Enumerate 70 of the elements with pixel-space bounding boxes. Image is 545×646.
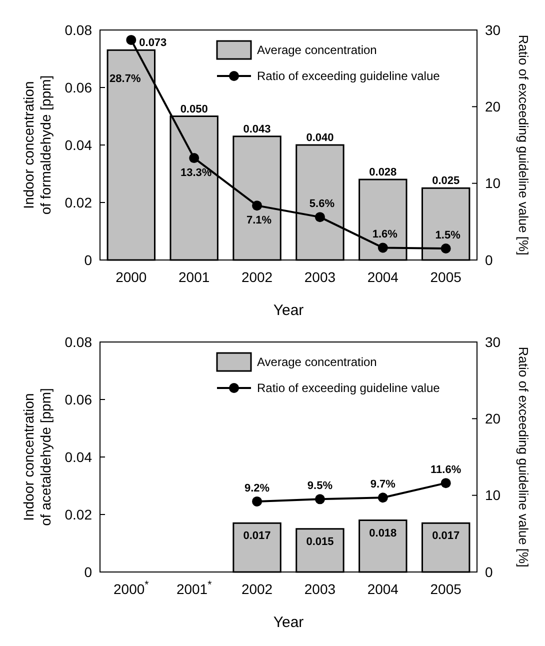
legend-label: Average concentration xyxy=(257,43,377,58)
x-tick-label: 2000$^{*}$ xyxy=(114,579,149,597)
point xyxy=(126,34,136,45)
data-label: 0.017 xyxy=(432,530,460,542)
y-axis-title: Indoor concentration of acetaldehyde [ppm] xyxy=(20,388,54,526)
x-tick-label: 2002 xyxy=(241,581,273,597)
x-tick-label: 2004 xyxy=(367,581,399,597)
y2-tick-label: 0 xyxy=(485,564,493,580)
data-label: 1.6% xyxy=(372,228,398,241)
legend-label: Ratio of exceeding guideline value xyxy=(257,69,440,84)
y-tick-label: 0.04 xyxy=(64,136,92,153)
y2-tick-label: 30 xyxy=(485,334,501,350)
x-tick-label: 2001 xyxy=(178,269,210,285)
y2-axis-title: Ratio of exceeding guideline value [%] xyxy=(516,346,531,568)
y2-tick-label: 20 xyxy=(485,98,501,115)
x-tick-label: 2002 xyxy=(241,269,273,285)
data-label: 0.073 xyxy=(139,37,167,50)
point xyxy=(189,153,200,164)
data-label: 11.6% xyxy=(430,464,462,476)
y-tick-label: 0.06 xyxy=(64,391,92,408)
data-label: 13.3% xyxy=(180,167,212,180)
y-tick-label: 0 xyxy=(84,252,92,268)
y-tick-label: 0.06 xyxy=(64,79,92,96)
y-tick-label: 0.02 xyxy=(64,194,92,210)
data-label: 0.025 xyxy=(432,175,460,188)
y-tick-label: 0.02 xyxy=(64,506,92,522)
y2-axis-title: Ratio of exceeding guideline value [%] xyxy=(516,34,531,256)
data-label: 0.017 xyxy=(243,530,271,542)
data-label: 0.043 xyxy=(243,123,271,136)
point xyxy=(314,494,325,504)
point xyxy=(378,242,388,253)
y2-tick-label: 20 xyxy=(485,410,501,427)
y2-tick-label: 0 xyxy=(485,252,493,268)
x-tick-label: 2003 xyxy=(304,581,336,597)
point xyxy=(440,478,451,488)
point xyxy=(440,244,451,254)
y-tick-label: 0.04 xyxy=(64,448,92,465)
data-label: 0.028 xyxy=(369,166,397,178)
x-tick-label: 2000 xyxy=(116,269,147,285)
x-axis-title: Year xyxy=(273,302,304,319)
point xyxy=(252,200,262,211)
data-label: 9.5% xyxy=(307,480,333,492)
point xyxy=(252,496,262,506)
x-tick-label: 2001$^{*}$ xyxy=(176,579,212,597)
data-label: 5.6% xyxy=(309,198,335,210)
y2-tick-label: 10 xyxy=(485,175,501,192)
x-tick-label: 2003 xyxy=(304,269,336,285)
data-label: 7.1% xyxy=(246,214,272,227)
data-label: 9.2% xyxy=(244,482,270,494)
y2-tick-label: 30 xyxy=(485,22,501,38)
data-label: 28.7% xyxy=(110,72,141,85)
legend-label: Average concentration xyxy=(257,355,377,370)
y-axis-title: Indoor concentration of formaldehyde [ppm] xyxy=(20,75,54,215)
x-tick-label: 2005 xyxy=(430,269,462,285)
y-tick-label: 0.08 xyxy=(64,334,92,350)
data-label: 9.7% xyxy=(370,478,396,491)
data-label: 1.5% xyxy=(435,230,461,242)
y2-tick-label: 10 xyxy=(485,487,501,504)
legend-label: Ratio of exceeding guideline value xyxy=(257,381,440,396)
point xyxy=(378,492,388,503)
data-label: 0.050 xyxy=(180,103,208,116)
y-tick-label: 0.08 xyxy=(64,22,92,38)
x-axis-title: Year xyxy=(273,614,304,631)
point xyxy=(314,212,325,222)
y-tick-label: 0 xyxy=(84,564,92,580)
x-tick-label: 2004 xyxy=(367,269,399,285)
x-tick-label: 2005 xyxy=(430,581,462,597)
data-label: 0.018 xyxy=(369,527,397,540)
data-label: 0.015 xyxy=(306,536,334,548)
data-label: 0.040 xyxy=(306,132,334,144)
